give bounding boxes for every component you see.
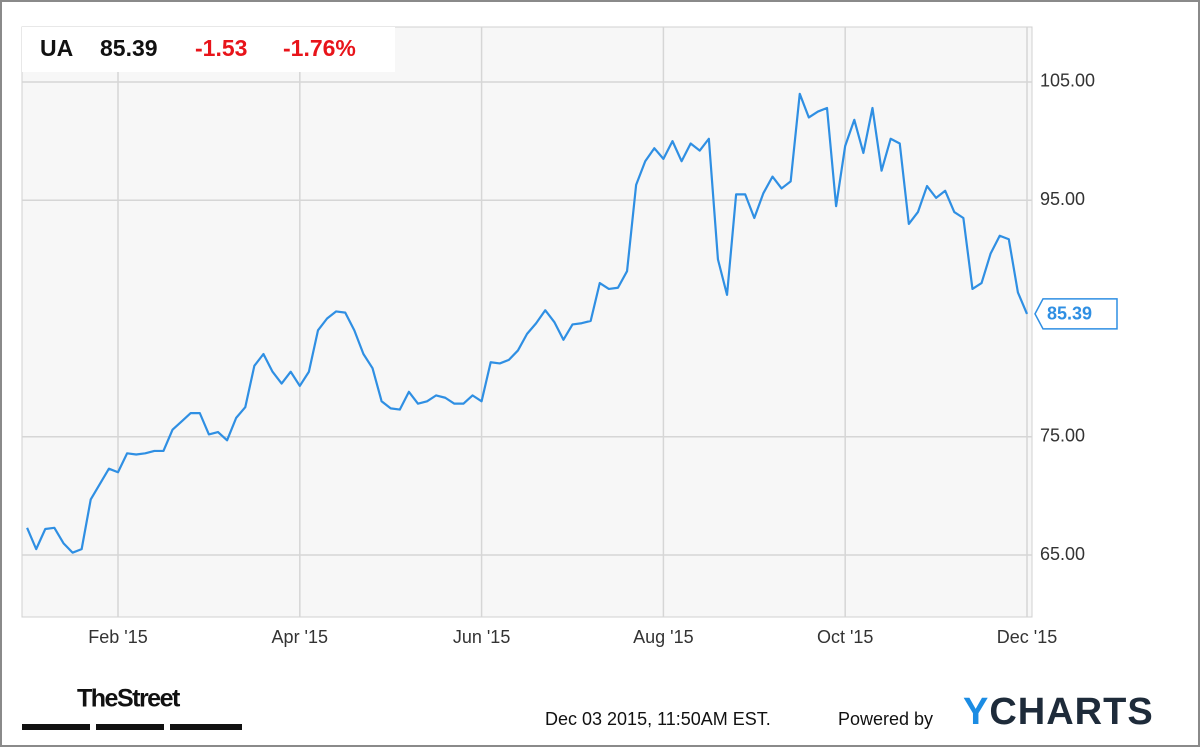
price: 85.39 (100, 35, 158, 61)
plot-area (21, 26, 1033, 618)
y-tick-label: 65.00 (1040, 544, 1085, 564)
y-tick-label: 75.00 (1040, 426, 1085, 446)
brand-logo: YCHARTS (963, 691, 1154, 733)
x-tick-label: Apr '15 (272, 627, 328, 647)
timestamp: Dec 03 2015, 11:50AM EST. (545, 709, 771, 729)
y-tick-label: 105.00 (1040, 71, 1095, 91)
price-line (26, 92, 1029, 554)
x-tick-label: Aug '15 (633, 627, 694, 647)
x-tick-label: Feb '15 (88, 627, 147, 647)
last-value-label: 85.39 (1047, 304, 1092, 324)
x-tick-label: Oct '15 (817, 627, 873, 647)
logo-bar (22, 724, 90, 730)
source-logo: TheStreet (77, 685, 181, 713)
logo-bar (96, 724, 164, 730)
header-box (22, 27, 395, 72)
x-tick-label: Dec '15 (997, 627, 1057, 647)
change: -1.53 (195, 35, 247, 61)
grid (22, 27, 1032, 617)
y-tick-label: 95.00 (1040, 189, 1085, 209)
last-value-badge (1034, 298, 1118, 330)
x-tick-label: Jun '15 (453, 627, 510, 647)
change-percent: -1.76% (283, 35, 356, 61)
logo-bar (170, 724, 242, 730)
credit: Powered by (838, 709, 933, 729)
ticker: UA (40, 35, 73, 61)
